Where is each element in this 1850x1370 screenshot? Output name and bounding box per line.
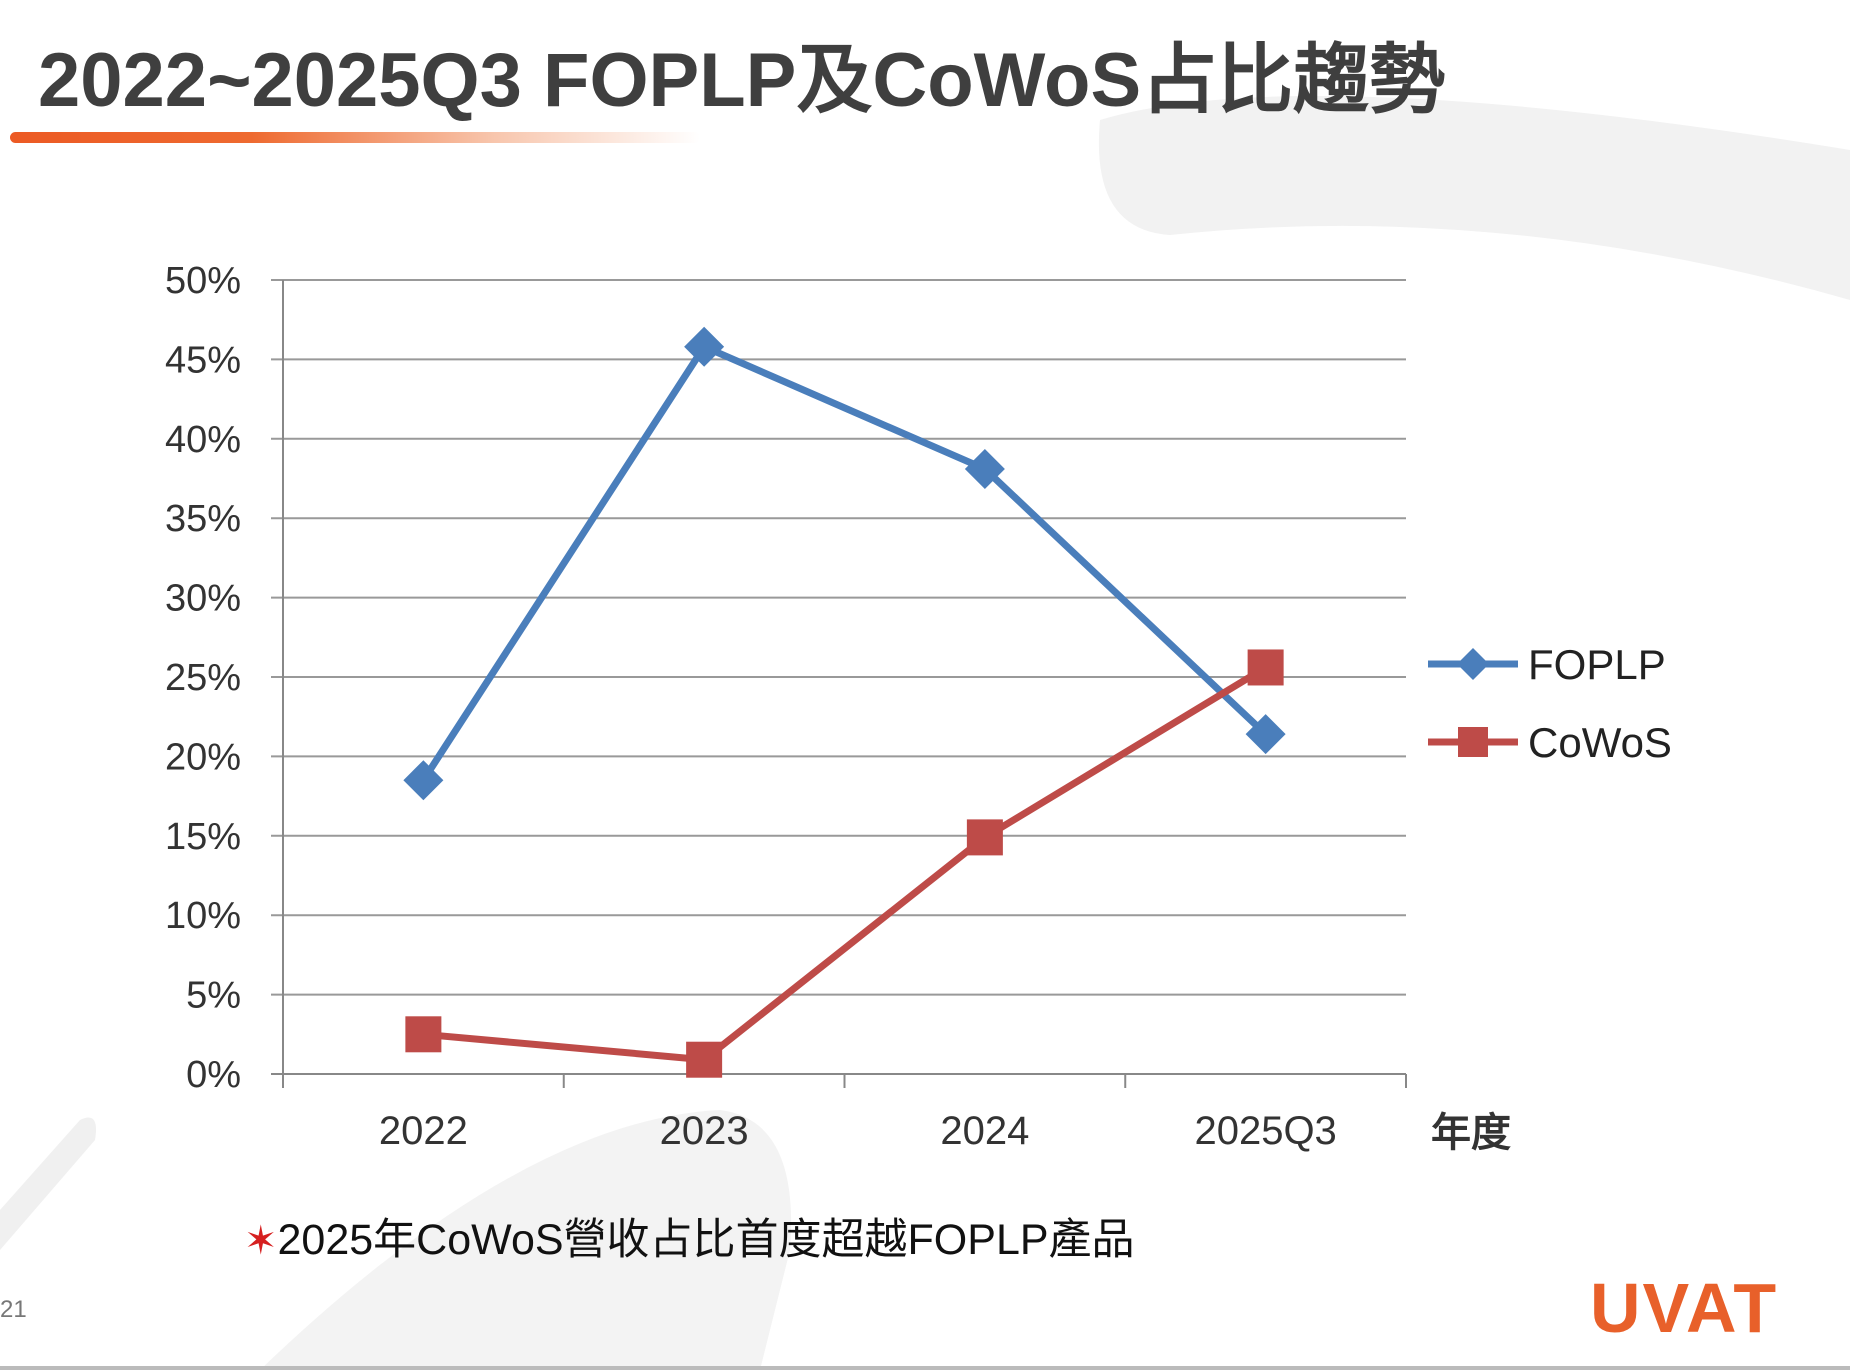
page-number: 21 xyxy=(0,1296,27,1323)
x-tick-label: 2024 xyxy=(940,1109,1029,1153)
bottom-divider xyxy=(0,1366,1850,1370)
footnote: ✶2025年CoWoS營收占比首度超越FOPLP產品 xyxy=(244,1205,1135,1267)
y-tick-label: 0% xyxy=(186,1054,241,1096)
data-point-foplp xyxy=(403,760,444,801)
y-tick-label: 40% xyxy=(165,419,241,461)
data-point-cowos xyxy=(966,819,1003,856)
data-point-foplp xyxy=(964,448,1005,489)
legend-marker xyxy=(1457,648,1489,680)
y-tick-label: 35% xyxy=(165,498,241,540)
x-tick-label: 2025Q3 xyxy=(1194,1109,1336,1153)
legend-label: FOPLP xyxy=(1528,641,1666,688)
y-tick-label: 30% xyxy=(165,578,241,620)
y-tick-label: 10% xyxy=(165,895,241,937)
y-tick-label: 45% xyxy=(165,339,241,381)
y-tick-label: 25% xyxy=(165,657,241,699)
data-point-cowos xyxy=(1247,649,1284,686)
x-tick-label: 2022 xyxy=(379,1109,468,1153)
data-point-cowos xyxy=(686,1041,723,1078)
y-tick-label: 15% xyxy=(165,816,241,858)
data-point-foplp xyxy=(684,326,725,367)
y-tick-label: 5% xyxy=(186,975,241,1017)
title-underline xyxy=(10,132,700,143)
x-tick-label: 2023 xyxy=(660,1109,749,1153)
x-axis-label: 年度 xyxy=(1431,1109,1511,1156)
data-point-foplp xyxy=(1245,714,1286,755)
star-icon: ✶ xyxy=(244,1219,278,1263)
y-tick-label: 20% xyxy=(165,736,241,778)
y-tick-label: 50% xyxy=(165,260,241,302)
series-line-foplp xyxy=(420,343,1269,783)
uvat-logo: UVAT xyxy=(1590,1269,1779,1347)
page-title: 2022~2025Q3 FOPLP及CoWoS占比趨勢 xyxy=(38,38,1446,123)
data-point-cowos xyxy=(405,1016,442,1053)
series-line-cowos xyxy=(423,664,1268,1064)
footnote-text: 2025年CoWoS營收占比首度超越FOPLP產品 xyxy=(277,1216,1135,1264)
legend-marker xyxy=(1458,727,1488,757)
legend-label: CoWoS xyxy=(1528,719,1672,766)
